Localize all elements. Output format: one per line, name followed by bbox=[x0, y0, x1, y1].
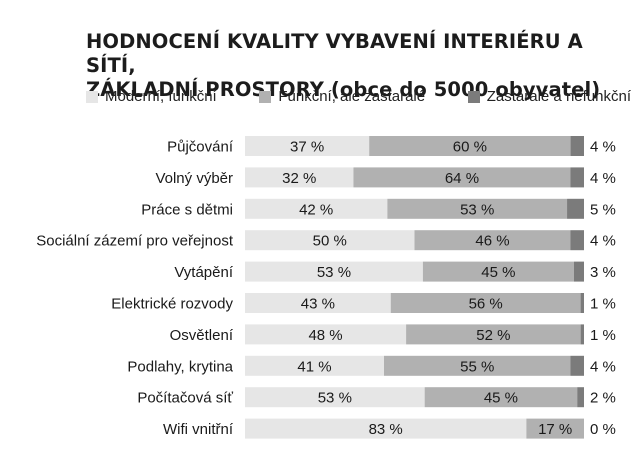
bar-row-vytapeni: Vytápění 53 % 45 % 3 % bbox=[174, 261, 616, 282]
bar-row-osvetleni: Osvětlení 48 % 52 % 1 % bbox=[170, 324, 616, 345]
category-label: Vytápění bbox=[174, 264, 233, 281]
bar-segment-outdated bbox=[387, 198, 568, 219]
value-label-broken: 5 % bbox=[590, 201, 616, 218]
value-label-outdated: 56 % bbox=[469, 296, 503, 313]
bar-segment-broken bbox=[573, 261, 584, 282]
value-label-modern: 53 % bbox=[317, 264, 351, 281]
value-label-outdated: 45 % bbox=[481, 264, 515, 281]
legend-swatch-modern bbox=[86, 90, 98, 103]
value-label-broken: 3 % bbox=[590, 264, 616, 281]
category-label: Elektrické rozvody bbox=[111, 296, 233, 313]
value-label-modern: 43 % bbox=[301, 296, 335, 313]
value-label-outdated: 53 % bbox=[460, 201, 494, 218]
value-label-broken: 1 % bbox=[590, 327, 616, 344]
value-label-modern: 32 % bbox=[282, 170, 316, 187]
bar-segment-broken bbox=[567, 198, 584, 219]
legend-swatch-outdated bbox=[259, 90, 272, 103]
bar-segment-broken bbox=[580, 324, 584, 345]
bar-segment-outdated bbox=[422, 261, 574, 282]
value-label-outdated: 52 % bbox=[476, 327, 510, 344]
bar-segment-broken bbox=[577, 387, 584, 408]
value-label-outdated: 46 % bbox=[475, 233, 509, 250]
value-label-modern: 41 % bbox=[297, 358, 331, 375]
value-label-broken: 4 % bbox=[590, 170, 616, 187]
bar-segment-modern bbox=[245, 198, 388, 219]
category-label: Počítačová síť bbox=[137, 390, 233, 407]
category-label: Volný výběr bbox=[155, 170, 233, 187]
value-label-outdated: 17 % bbox=[538, 421, 572, 438]
bar-row-pocitacova-sit: Počítačová síť 53 % 45 % 2 % bbox=[137, 387, 616, 408]
chart-legend: Moderní, funkční Funkční, ale zastaralé … bbox=[86, 88, 631, 105]
bar-segment-modern bbox=[245, 136, 370, 156]
value-label-broken: 4 % bbox=[590, 233, 616, 250]
value-label-modern: 48 % bbox=[308, 327, 342, 344]
bar-row-socialni-zazemi-pro-verejnost: Sociální zázemí pro veřejnost 50 % 46 % 4 % bbox=[36, 230, 616, 251]
value-label-modern: 83 % bbox=[369, 421, 403, 438]
value-label-broken: 4 % bbox=[590, 358, 616, 375]
category-label: Půjčování bbox=[167, 139, 234, 156]
value-label-outdated: 60 % bbox=[453, 139, 487, 156]
bar-row-elektricke-rozvody: Elektrické rozvody 43 % 56 % 1 % bbox=[111, 293, 616, 313]
legend-label-outdated: Funkční, ale zastaralé bbox=[278, 88, 426, 105]
legend-item-modern: Moderní, funkční bbox=[86, 88, 217, 105]
bar-segment-outdated bbox=[390, 293, 581, 313]
bar-row-wifi-vnitrni: Wifi vnitřní 83 % 17 % 0 % bbox=[163, 418, 616, 439]
bar-segment-outdated bbox=[369, 136, 571, 156]
bar-segment-modern bbox=[245, 324, 407, 345]
bar-segment-modern bbox=[245, 355, 384, 376]
bar-segment-broken bbox=[580, 293, 584, 313]
value-label-broken: 4 % bbox=[590, 139, 616, 156]
value-label-outdated: 64 % bbox=[445, 170, 479, 187]
bar-segment-broken bbox=[570, 136, 584, 156]
legend-label-modern: Moderní, funkční bbox=[105, 88, 217, 105]
value-label-broken: 2 % bbox=[590, 390, 616, 407]
category-label: Podlahy, krytina bbox=[127, 358, 233, 375]
value-label-modern: 53 % bbox=[318, 390, 352, 407]
value-label-modern: 50 % bbox=[313, 233, 347, 250]
bar-segment-modern bbox=[245, 261, 423, 282]
legend-label-broken: Zastaralé a nefunkční bbox=[486, 88, 631, 105]
bar-segment-modern bbox=[245, 293, 391, 313]
value-label-modern: 37 % bbox=[290, 139, 324, 156]
value-label-outdated: 45 % bbox=[484, 390, 518, 407]
bar-segment-modern bbox=[245, 418, 527, 439]
bar-row-pujcovani: Půjčování 37 % 60 % 4 % bbox=[167, 136, 616, 156]
bar-segment-outdated bbox=[383, 355, 571, 376]
bar-segment-outdated bbox=[353, 167, 571, 188]
bar-segment-outdated bbox=[424, 387, 578, 408]
legend-swatch-broken bbox=[467, 90, 480, 103]
value-label-broken: 0 % bbox=[590, 421, 616, 438]
bar-segment-outdated bbox=[414, 230, 571, 251]
bar-segment-broken bbox=[570, 355, 584, 376]
bar-segment-modern bbox=[245, 230, 415, 251]
chart-title-line-1: HODNOCENÍ KVALITY VYBAVENÍ INTERIÉRU A S… bbox=[86, 30, 583, 77]
category-label: Osvětlení bbox=[170, 327, 234, 344]
bar-row-volny-vyber: Volný výběr 32 % 64 % 4 % bbox=[155, 167, 616, 188]
bar-row-podlahy-krytina: Podlahy, krytina 41 % 55 % 4 % bbox=[127, 355, 616, 376]
category-label: Sociální zázemí pro veřejnost bbox=[36, 233, 234, 250]
bar-segment-modern bbox=[245, 167, 354, 188]
value-label-broken: 1 % bbox=[590, 296, 616, 313]
value-label-outdated: 55 % bbox=[460, 358, 494, 375]
category-label: Wifi vnitřní bbox=[163, 421, 234, 438]
bar-segment-broken bbox=[570, 167, 584, 188]
category-label: Práce s dětmi bbox=[141, 201, 233, 218]
legend-item-broken: Zastaralé a nefunkční bbox=[467, 88, 631, 105]
bar-segment-outdated bbox=[526, 418, 584, 439]
bar-segment-broken bbox=[570, 230, 584, 251]
legend-item-outdated: Funkční, ale zastaralé bbox=[259, 88, 425, 105]
value-label-modern: 42 % bbox=[299, 201, 333, 218]
bar-segment-modern bbox=[245, 387, 425, 408]
bar-segment-outdated bbox=[406, 324, 581, 345]
bar-row-prace-s-detmi: Práce s dětmi 42 % 53 % 5 % bbox=[141, 198, 616, 219]
